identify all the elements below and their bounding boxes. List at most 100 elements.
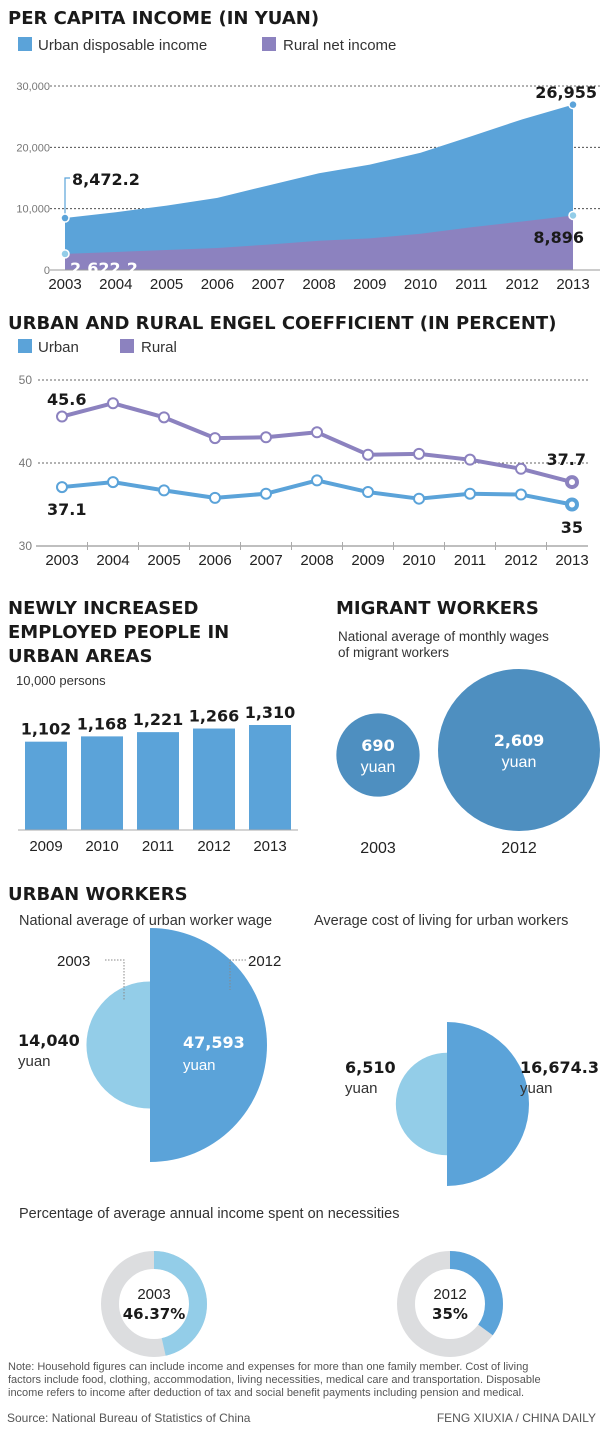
label-urban-2013: 35	[561, 518, 583, 537]
bar-value-label: 1,266	[189, 707, 240, 726]
data-point-rural	[209, 432, 221, 445]
donut-segment	[397, 1251, 503, 1357]
y-tick-label: 50	[19, 373, 33, 387]
y-tick-label: 20,000	[16, 142, 50, 154]
bubble	[438, 669, 600, 831]
year-label-2012: 2012	[248, 953, 281, 970]
data-point	[568, 210, 578, 221]
data-point-urban	[565, 497, 579, 512]
legend-rural-income: Rural net income	[283, 37, 396, 54]
leader-line	[64, 177, 70, 219]
income-title: PER CAPITA INCOME (IN YUAN)	[8, 8, 319, 29]
x-tick-label: 2012	[504, 552, 537, 569]
bar	[193, 728, 235, 830]
x-tick-label: 2007	[249, 552, 282, 569]
x-tick-label: 2011	[455, 276, 487, 293]
employed-title-line-2: EMPLOYED PEOPLE IN	[8, 622, 229, 643]
area-rural	[65, 215, 573, 270]
x-tick-label: 2013	[253, 838, 286, 855]
unit: yuan	[183, 1057, 216, 1074]
x-tick-label: 2010	[402, 552, 435, 569]
data-point-urban	[464, 487, 476, 500]
bubble-unit: yuan	[361, 759, 396, 776]
value-2012: 16,674.3	[520, 1058, 599, 1077]
x-tick-label: 2013	[556, 276, 589, 293]
half-circle-right	[150, 928, 267, 1162]
necessities-subtitle: Percentage of average annual income spen…	[19, 1206, 399, 1222]
y-tick-label: 10,000	[16, 204, 50, 216]
migrant-subtitle-1: National average of monthly wages	[338, 629, 549, 644]
x-tick-label: 2005	[147, 552, 180, 569]
x-tick-label: 2009	[29, 838, 62, 855]
bubble-year: 2012	[501, 840, 537, 857]
unit: yuan	[520, 1080, 553, 1097]
value-2003: 14,040	[18, 1031, 80, 1050]
bubble-value: 2,609	[494, 731, 545, 750]
unit: yuan	[18, 1053, 51, 1070]
data-point-urban	[209, 491, 221, 504]
x-tick-label: 2007	[252, 276, 285, 293]
data-point-urban	[158, 484, 170, 497]
legend-rural: Rural	[141, 339, 177, 356]
x-tick-label: 2010	[85, 838, 118, 855]
data-point-rural	[311, 426, 323, 439]
data-point-urban	[56, 481, 68, 494]
data-point-rural	[565, 475, 579, 490]
x-tick-label: 2005	[150, 276, 183, 293]
x-tick-label: 2009	[353, 276, 386, 293]
x-tick-label: 2009	[351, 552, 384, 569]
bar-value-label: 1,168	[77, 714, 128, 733]
label-rural-2013: 37.7	[547, 450, 586, 469]
x-tick-label: 2004	[99, 276, 132, 293]
bar	[249, 725, 291, 830]
value-2012: 47,593	[183, 1033, 245, 1052]
legend-swatch-urban	[18, 37, 32, 51]
bar-value-label: 1,310	[245, 703, 296, 722]
note-line-1: Note: Household figures can include inco…	[8, 1361, 528, 1373]
x-tick-label: 2010	[404, 276, 437, 293]
bubble-value: 690	[361, 736, 394, 755]
data-point-rural	[362, 448, 374, 461]
data-point-rural	[158, 411, 170, 424]
data-point-urban	[362, 486, 374, 499]
x-tick-label: 2006	[201, 276, 234, 293]
data-point	[60, 213, 70, 223]
migrant-subtitle-2: of migrant workers	[338, 645, 449, 660]
migrant-title: MIGRANT WORKERS	[336, 598, 539, 619]
y-tick-label: 30,000	[16, 81, 50, 93]
legend-swatch-urban	[18, 339, 32, 353]
data-point-rural	[413, 447, 425, 460]
half-circle-left	[86, 981, 150, 1109]
data-point-rural	[260, 431, 272, 444]
donut-year: 2003	[137, 1286, 170, 1303]
employed-title-line-1: NEWLY INCREASED	[8, 598, 198, 619]
value-2003: 6,510	[345, 1058, 396, 1077]
note-line-3: income refers to income after deduction …	[8, 1387, 524, 1399]
y-tick-label: 30	[19, 539, 33, 553]
donut-segment	[101, 1251, 207, 1357]
bar-value-label: 1,221	[133, 710, 184, 729]
legend-urban: Urban	[38, 339, 79, 356]
employed-title-line-3: URBAN AREAS	[8, 646, 152, 667]
bubble-unit: yuan	[502, 754, 537, 771]
cost-living-subtitle: Average cost of living for urban workers	[314, 913, 568, 929]
legend-swatch-rural	[120, 339, 134, 353]
bar	[81, 736, 123, 830]
urban-workers-title: URBAN WORKERS	[8, 884, 188, 905]
data-point-rural	[515, 462, 527, 475]
bubble	[336, 713, 420, 797]
x-tick-label: 2003	[48, 276, 81, 293]
unit: yuan	[345, 1080, 378, 1097]
source: Source: National Bureau of Statistics of…	[7, 1411, 251, 1425]
employed-unit: 10,000 persons	[16, 673, 106, 688]
x-tick-label: 2004	[96, 552, 129, 569]
urban-wage-subtitle: National average of urban worker wage	[19, 913, 272, 929]
data-point	[568, 99, 578, 110]
area-urban	[65, 104, 573, 271]
bar	[25, 741, 67, 830]
note-line-2: factors include food, clothing, accommod…	[8, 1374, 541, 1386]
legend-urban-income: Urban disposable income	[38, 37, 207, 54]
data-point-urban	[515, 488, 527, 501]
half-circle-left	[395, 1052, 447, 1156]
